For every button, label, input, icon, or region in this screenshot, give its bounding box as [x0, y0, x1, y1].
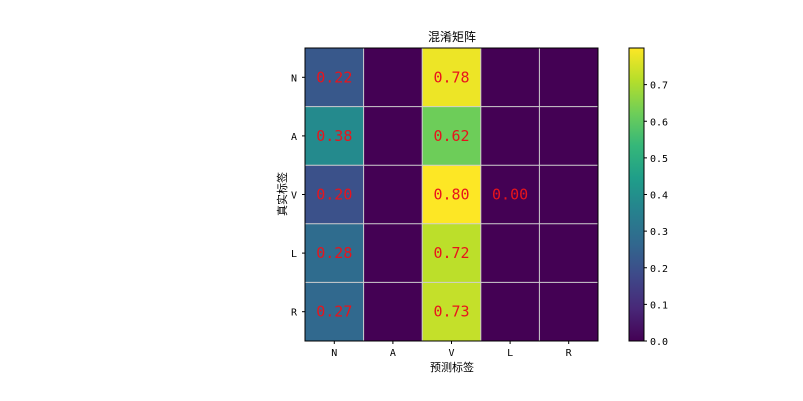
- colorbar-tick-label: 0.6: [650, 117, 668, 128]
- colorbar-tick-label: 0.4: [650, 191, 668, 202]
- colorbar: [628, 47, 645, 342]
- heatmap-cell: [480, 48, 540, 108]
- heatmap-cell: [480, 106, 540, 166]
- heatmap-cell: [480, 165, 540, 225]
- colorbar-tick-label: 0.3: [650, 227, 668, 238]
- y-tick-label: R: [291, 308, 298, 319]
- x-tick-label: A: [390, 348, 396, 359]
- heatmap-cell: [422, 165, 482, 225]
- colorbar-tick-label: 0.1: [650, 300, 668, 311]
- cell-annotation: 0.73: [433, 303, 469, 321]
- heatmap-cell: [305, 165, 365, 225]
- chart-title: 混淆矩阵: [428, 30, 476, 44]
- cell-annotation: 0.38: [316, 127, 352, 145]
- heatmap-cell: [363, 48, 423, 108]
- cell-annotation: 0.62: [433, 127, 469, 145]
- heatmap-cell: [480, 223, 540, 283]
- heatmap-cell: [363, 165, 423, 225]
- cell-annotation: 0.28: [316, 244, 352, 262]
- x-tick-label: N: [331, 348, 337, 359]
- colorbar-tick-label: 0.2: [650, 264, 668, 275]
- cell-annotation: 0.00: [492, 186, 528, 204]
- x-tick-label: R: [566, 348, 573, 359]
- y-tick-label: L: [291, 249, 297, 260]
- colorbar-tick-label: 0.0: [650, 337, 668, 348]
- heatmap-cell: [539, 106, 599, 166]
- heatmap-cell: [422, 106, 482, 166]
- x-tick-label: V: [448, 348, 454, 359]
- heatmap-cell: [422, 282, 482, 342]
- heatmap-cell: [539, 223, 599, 283]
- heatmap-cell: [363, 282, 423, 342]
- heatmap-cell: [305, 48, 365, 108]
- heatmap-cell: [480, 282, 540, 342]
- heatmap-cell: [539, 282, 599, 342]
- x-axis-label: 预测标签: [430, 360, 474, 374]
- cell-annotation: 0.80: [433, 186, 469, 204]
- x-tick-label: L: [507, 348, 513, 359]
- heatmap-cell: [305, 282, 365, 342]
- cell-annotation: 0.72: [433, 244, 469, 262]
- cell-annotation: 0.20: [316, 186, 352, 204]
- y-axis-label: 真实标签: [275, 172, 289, 216]
- cell-annotation: 0.27: [316, 303, 352, 321]
- heatmap-cell: [305, 223, 365, 283]
- y-tick-label: A: [291, 132, 297, 143]
- colorbar-tick-label: 0.5: [650, 154, 668, 165]
- colorbar-tick-label: 0.7: [650, 81, 668, 92]
- heatmap-cell: [305, 106, 365, 166]
- y-tick-label: V: [291, 191, 297, 202]
- heatmap-cell: [363, 106, 423, 166]
- heatmap-cell: [422, 223, 482, 283]
- cell-annotation: 0.22: [316, 68, 352, 86]
- heatmap-cell: [363, 223, 423, 283]
- heatmap-cell: [539, 165, 599, 225]
- heatmap-cell: [539, 48, 599, 108]
- heatmap-cell: [422, 48, 482, 108]
- y-tick-label: N: [291, 73, 297, 84]
- cell-annotation: 0.78: [433, 68, 469, 86]
